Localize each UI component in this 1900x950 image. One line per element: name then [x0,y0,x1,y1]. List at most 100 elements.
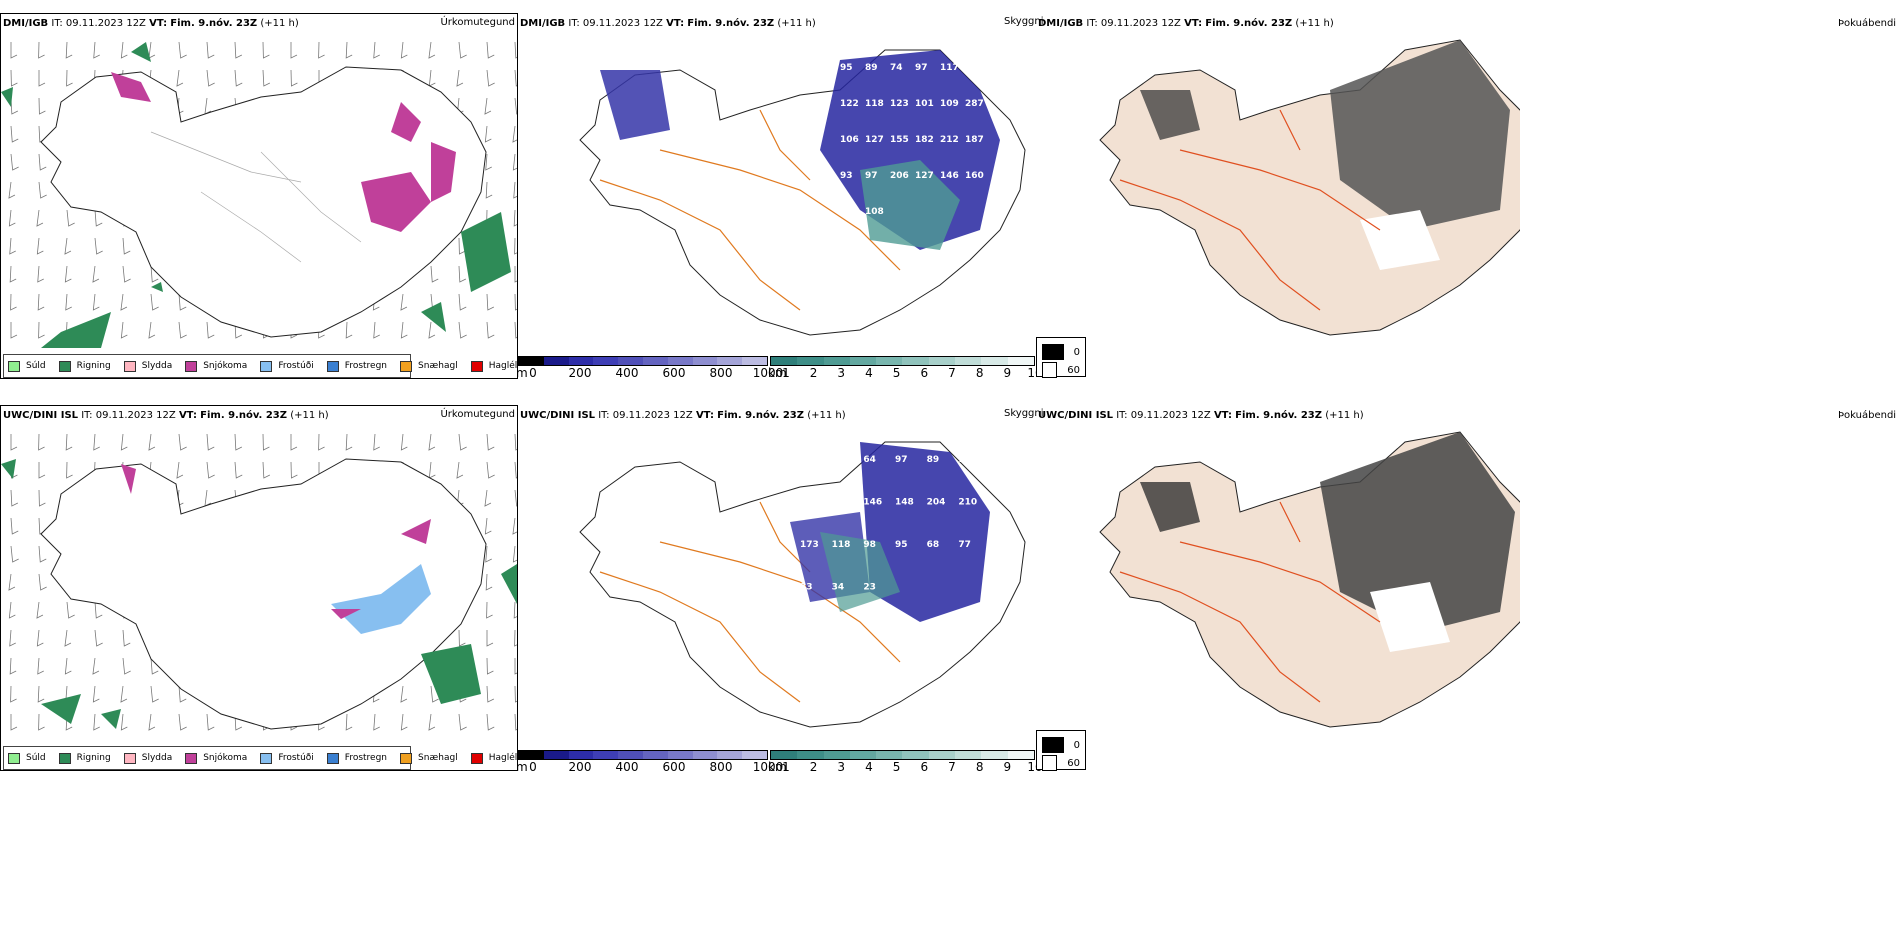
wind-barb [65,41,73,59]
wind-barb [8,181,16,199]
colorbar-bin [902,751,929,759]
colorbar-tick: 800 [709,366,733,380]
colorbar-unit: km [768,760,787,774]
colorbar-tick: 5 [892,366,901,380]
wind-barb [65,433,73,451]
wind-barb [120,713,128,731]
wind-barb [148,321,156,339]
panel-type-label: Skyggni [1004,16,1044,27]
colorbar-bin [849,751,877,759]
wind-barb [486,685,495,703]
wind-barb [120,685,128,703]
colorbar-tick: 7 [948,366,956,380]
wind-barb [206,461,215,479]
wind-barb [9,657,17,675]
wind-barb [10,97,19,115]
wind-barb [514,629,517,647]
colorbar-tick: 8 [975,366,984,380]
colorbar-unit: m [516,366,528,380]
wind-barb [10,489,19,507]
wind-barb [512,517,517,535]
legend-swatch [58,360,71,372]
colorbar-tick: 2 [809,760,818,774]
wind-barb [484,125,492,143]
wind-barb [122,237,131,255]
panel-type-label: Úrkomutegund [440,17,515,28]
legend-swatch [470,752,483,764]
wind-barb [234,41,243,59]
legend-swatch [123,360,136,372]
wind-barb [38,462,46,479]
wind-barb [120,433,128,451]
wind-barb [428,41,436,59]
colorbar-bin [797,357,824,365]
fog-legend-row: 0 [1042,344,1080,360]
wind-barb [456,461,464,479]
wind-barb [37,685,45,703]
visibility-value: 160 [965,171,984,181]
wind-barb [66,69,73,87]
wind-barb [38,70,46,87]
wind-barb [428,321,436,339]
colorbar-tick: 7 [948,760,956,774]
visibility-value: 206 [890,171,909,181]
legend-item: Slydda [123,752,172,764]
wind-barb [38,321,45,339]
colorbar-tick: 200 [568,760,592,774]
colorbar-tick: 1 [782,366,790,380]
visibility-value: 117 [940,63,959,73]
wind-barb [290,69,298,87]
wind-barb [94,629,103,647]
wind-barb [10,714,18,731]
legend-label: Slydda [141,361,173,371]
wind-barb [178,41,187,59]
precip-legend: Súld Rigning Slydda Snjókoma Frostúði Frostre… [3,354,517,378]
colorbar-tick: 800 [709,760,733,774]
visibility-value: 89 [865,63,878,73]
wind-barb [234,321,243,339]
colorbar-tick: 3 [837,760,846,774]
wind-barb [514,237,517,255]
colorbar-tick: 600 [662,366,686,380]
colorbar-tick: 400 [615,760,639,774]
legend-label: Rigning [76,361,111,371]
wind-barb [36,629,44,647]
colorbar-bin [543,357,569,365]
wind-barb [38,713,45,731]
wind-barb [458,713,467,731]
wind-barb [66,461,73,479]
wind-barb [92,657,100,675]
wind-barb [428,69,436,87]
wind-barb [10,517,19,535]
wind-barb [345,41,353,59]
fog-legend-row: 60 [1042,362,1080,378]
wind-barb [484,517,492,535]
wind-barb [514,685,517,703]
wind-barb [178,433,187,451]
wind-barb [150,265,159,283]
legend-label: Frostúði [278,361,314,371]
colorbar-tick: 2 [809,366,818,380]
iceland-precip-map [1,41,517,348]
colorbar-visibility: km 1 2 3 4 5 6 7 8 9 10 [768,356,1043,380]
colorbar-bin [1007,751,1034,759]
wind-barb [10,42,18,59]
wind-barb [428,461,436,479]
legend-swatch [185,360,198,372]
wind-barb [290,434,298,451]
visibility-value: 109 [940,99,959,109]
visibility-value: 97 [895,455,908,465]
wind-barb [514,293,517,311]
legend-swatch [400,752,413,764]
wind-barb [458,293,467,311]
wind-barb [513,181,517,199]
visibility-value: 97 [865,171,878,181]
wind-barb [486,321,495,339]
wind-barb [486,713,495,731]
visibility-value: 23 [863,583,876,593]
wind-barb [10,125,19,143]
wind-barb [400,433,408,451]
wind-barb [64,657,72,675]
colorbar-bin [667,751,693,759]
legend-item: Frostregn [326,752,387,764]
